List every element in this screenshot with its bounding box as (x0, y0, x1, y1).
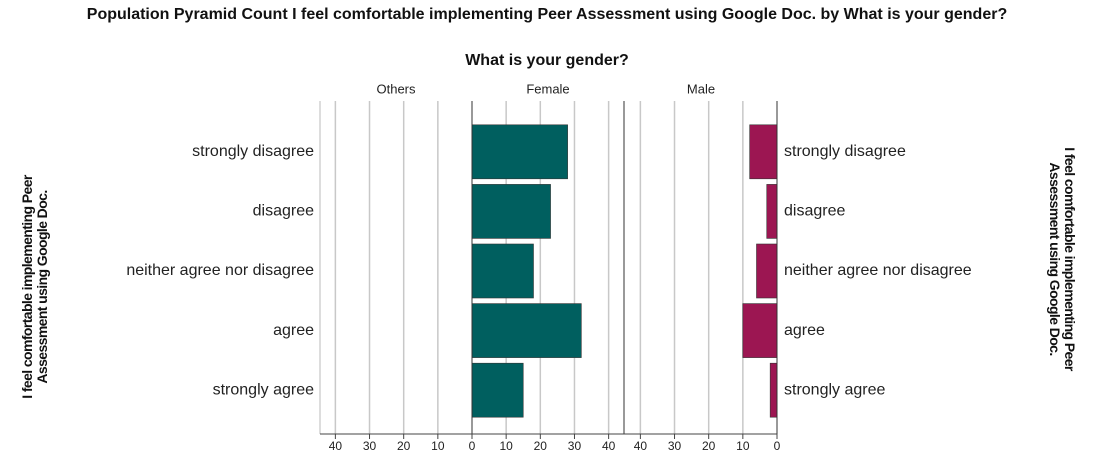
y-tick-label: strongly disagree (192, 143, 314, 160)
panel-label: Female (526, 81, 569, 96)
chart-title: Population Pyramid Count I feel comforta… (86, 6, 1008, 23)
bar (471, 124, 568, 180)
bar (471, 303, 582, 358)
y-tick-label: neither agree nor disagree (126, 262, 314, 279)
x-tick-label: 40 (329, 439, 343, 453)
panel-label: Others (376, 81, 416, 96)
bar (749, 124, 778, 180)
x-tick-label: 40 (602, 439, 616, 453)
bar (471, 184, 551, 239)
x-tick-label: 20 (702, 439, 716, 453)
x-tick-label: 10 (431, 439, 445, 453)
bar (769, 362, 778, 418)
y-tick-label-right: agree (784, 322, 825, 339)
x-tick-label: 20 (397, 439, 411, 453)
bar (756, 243, 778, 299)
bar (471, 362, 524, 418)
y-tick-label-right: neither agree nor disagree (784, 262, 972, 279)
x-tick-label: 30 (363, 439, 377, 453)
panel-label: Male (687, 81, 715, 96)
x-tick-label: 10 (499, 439, 513, 453)
x-tick-label: 20 (534, 439, 548, 453)
y-tick-label: strongly agree (213, 381, 314, 398)
x-tick-label: 40 (634, 439, 648, 453)
bar (471, 243, 534, 299)
x-tick-label: 10 (736, 439, 750, 453)
chart-subtitle: What is your gender? (465, 52, 629, 69)
y-tick-label-right: strongly agree (784, 381, 885, 398)
y-tick-label: disagree (253, 203, 314, 220)
y-tick-label: agree (273, 322, 314, 339)
y-tick-label-right: disagree (784, 203, 845, 220)
x-tick-label: 30 (668, 439, 682, 453)
bar (766, 184, 778, 239)
x-tick-label: 0 (774, 439, 781, 453)
bar (742, 303, 778, 358)
x-tick-label: 0 (469, 439, 476, 453)
y-tick-label-right: strongly disagree (784, 143, 906, 160)
x-tick-label: 30 (568, 439, 582, 453)
